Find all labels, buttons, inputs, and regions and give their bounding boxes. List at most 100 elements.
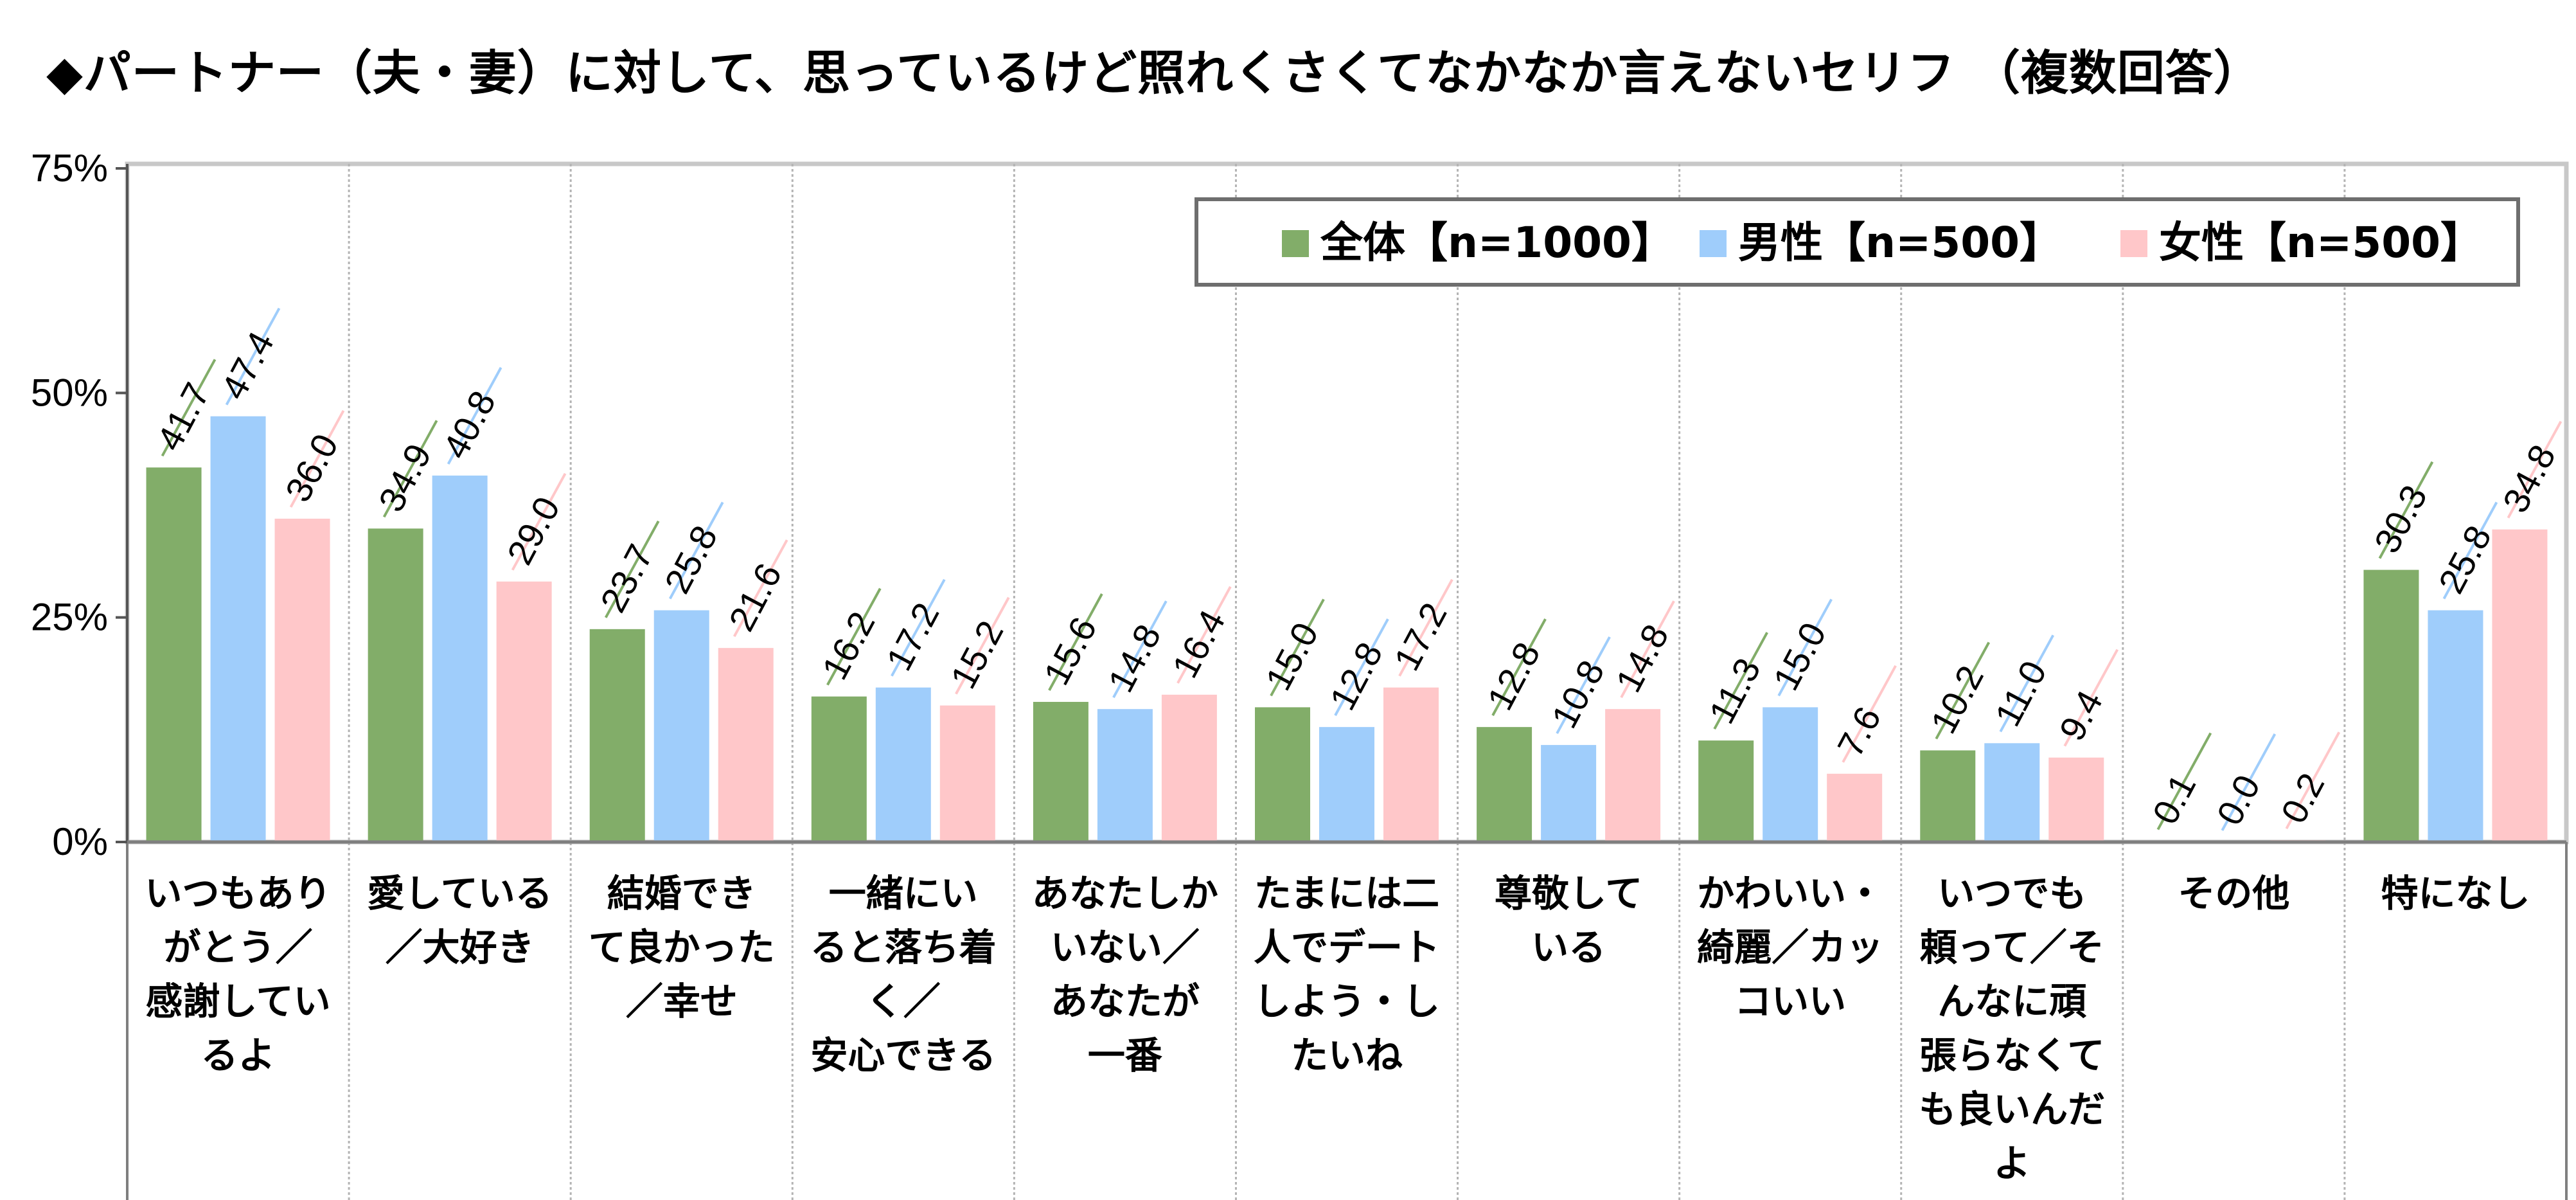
data-label: 14.8 — [1608, 618, 1676, 699]
data-label-leader — [733, 539, 788, 638]
bar — [210, 416, 266, 842]
data-label-leader — [1334, 618, 1389, 717]
bar — [496, 581, 552, 842]
category-label: いつでも — [1937, 872, 2086, 915]
data-label-leader — [511, 472, 567, 571]
bar — [274, 518, 330, 842]
category-label: よ — [1993, 1142, 2030, 1185]
bar — [2492, 529, 2548, 842]
bar — [1255, 707, 1310, 842]
data-label: 23.7 — [592, 538, 661, 619]
category-label: コいい — [1734, 980, 1846, 1023]
data-label-leader — [891, 578, 946, 677]
bar — [589, 629, 645, 842]
data-label: 15.2 — [943, 614, 1011, 695]
category-label: しよう・し — [1254, 980, 1440, 1023]
category-label: 感謝してい — [145, 980, 330, 1023]
bar — [1698, 740, 1754, 842]
category-label: 特になし — [2381, 872, 2530, 915]
bar — [432, 475, 488, 842]
category-label: いつもあり — [145, 872, 332, 915]
data-label: 17.2 — [1386, 596, 1455, 677]
data-label: 29.0 — [499, 490, 568, 571]
data-label-leader — [604, 520, 660, 618]
legend-swatch — [1282, 230, 1309, 257]
bar — [1605, 709, 1661, 842]
data-label-leader — [225, 307, 281, 406]
bar — [1477, 727, 1532, 842]
bar — [811, 696, 867, 842]
data-label: 0.2 — [2273, 767, 2332, 830]
bar — [2048, 757, 2104, 842]
data-label: 36.0 — [278, 427, 346, 508]
category-label: るよ — [201, 1034, 276, 1077]
data-label: 12.8 — [1322, 636, 1390, 717]
y-tick-label: 0% — [52, 820, 108, 863]
bar — [1097, 709, 1153, 842]
category-label: 結婚でき — [607, 872, 756, 915]
data-label-leader — [2442, 501, 2498, 600]
category-label: その他 — [2178, 872, 2289, 915]
category-label: 尊敬して — [1495, 872, 1642, 915]
category-label: て良かった — [589, 926, 775, 969]
legend-label: 女性【n=500】 — [2159, 218, 2483, 267]
data-label: 7.6 — [1829, 700, 1888, 763]
category-label: 張らなくて — [1919, 1034, 2104, 1077]
data-label-leader — [1270, 598, 1325, 697]
data-label: 25.8 — [2430, 519, 2499, 600]
data-label: 12.8 — [1479, 636, 1548, 717]
legend-label: 全体【n=1000】 — [1320, 218, 1674, 267]
data-label-leader — [2221, 733, 2277, 831]
y-tick-label: 50% — [31, 371, 108, 414]
data-label-leader — [1048, 593, 1103, 691]
data-label-leader — [2378, 461, 2434, 559]
category-label: いる — [1531, 926, 1606, 969]
data-label-leader — [1398, 578, 1453, 677]
bar — [1827, 773, 1883, 842]
data-label: 15.6 — [1036, 611, 1105, 692]
bar — [875, 687, 931, 842]
y-tick-label: 75% — [31, 147, 108, 190]
data-label: 16.4 — [1164, 604, 1233, 685]
data-label: 41.7 — [149, 376, 218, 457]
data-label: 9.4 — [2051, 684, 2110, 747]
data-label: 10.2 — [1923, 659, 1991, 740]
data-label-leader — [955, 596, 1010, 695]
data-label-leader — [826, 587, 882, 686]
data-label-leader — [289, 410, 345, 508]
bar — [368, 528, 423, 842]
category-label: たまには二 — [1254, 872, 1439, 915]
bar — [1161, 694, 1217, 842]
bar — [1763, 707, 1818, 842]
data-label-leader — [382, 420, 438, 518]
category-label: ／幸せ — [626, 980, 738, 1023]
category-label: たいね — [1291, 1034, 1403, 1077]
data-label-leader — [668, 501, 724, 600]
legend-box — [1195, 197, 2520, 287]
legend-label: 男性【n=500】 — [1738, 218, 2062, 267]
data-label-leader — [1556, 636, 1611, 735]
category-label: あなたが — [1051, 980, 1200, 1023]
data-label-leader — [1713, 632, 1768, 730]
category-label: 綺麗／カッ — [1697, 926, 1883, 969]
category-label: がとう／ — [164, 926, 313, 969]
category-label: く／ — [866, 980, 941, 1023]
data-label: 34.8 — [2494, 438, 2563, 519]
bar — [1033, 702, 1088, 842]
data-label: 10.8 — [1543, 654, 1612, 735]
data-label-leader — [2063, 649, 2119, 747]
bar — [2363, 569, 2419, 842]
bar — [2428, 610, 2483, 842]
data-label: 17.2 — [878, 596, 947, 677]
data-label: 11.3 — [1701, 652, 1768, 730]
category-label: かわいい・ — [1697, 872, 1883, 915]
category-label: ると落ち着 — [810, 926, 997, 969]
category-label: んなに頑 — [1937, 980, 2086, 1023]
bar — [146, 467, 202, 842]
data-label-leader — [1777, 598, 1833, 697]
data-label: 11.0 — [1987, 654, 2054, 733]
data-label-leader — [1491, 618, 1547, 717]
data-label: 16.2 — [814, 605, 883, 686]
legend-swatch — [1700, 230, 1727, 257]
